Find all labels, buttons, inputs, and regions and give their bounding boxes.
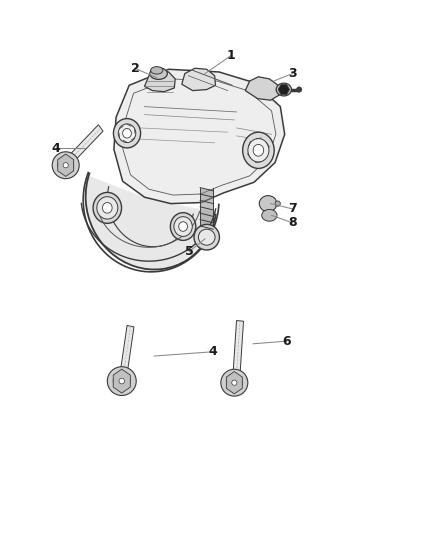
Polygon shape [67,125,103,164]
Text: 4: 4 [52,142,60,155]
Polygon shape [278,84,290,95]
Polygon shape [201,189,213,233]
Ellipse shape [119,378,124,384]
Ellipse shape [243,132,274,168]
Polygon shape [226,372,242,394]
Ellipse shape [221,369,248,396]
Text: 2: 2 [131,62,139,75]
Ellipse shape [52,152,79,179]
Text: 1: 1 [227,49,236,62]
Text: 5: 5 [185,245,194,258]
Ellipse shape [107,367,136,395]
Polygon shape [58,154,74,176]
Ellipse shape [151,67,163,74]
Ellipse shape [123,128,131,138]
Ellipse shape [259,196,277,212]
Text: 8: 8 [288,216,297,229]
Polygon shape [85,176,216,269]
Ellipse shape [58,157,74,173]
Ellipse shape [248,139,269,162]
Polygon shape [182,68,215,91]
Ellipse shape [226,375,242,391]
Ellipse shape [113,118,141,148]
Ellipse shape [194,224,219,250]
Ellipse shape [253,144,264,156]
Ellipse shape [276,83,292,96]
Ellipse shape [63,163,68,168]
Polygon shape [114,69,285,204]
Text: 7: 7 [288,203,297,215]
Ellipse shape [93,192,122,223]
Ellipse shape [179,222,187,231]
Ellipse shape [297,87,302,92]
Ellipse shape [97,197,118,219]
Ellipse shape [232,380,237,385]
Polygon shape [245,77,279,100]
Ellipse shape [170,213,196,240]
Ellipse shape [198,229,215,245]
Ellipse shape [275,201,280,206]
Polygon shape [120,326,134,375]
Text: 4: 4 [208,345,217,358]
Ellipse shape [118,124,136,142]
Text: 3: 3 [288,67,297,80]
Polygon shape [113,369,130,393]
Ellipse shape [150,68,167,79]
Text: 6: 6 [283,335,291,348]
Ellipse shape [261,209,277,221]
Ellipse shape [113,373,131,390]
Ellipse shape [102,203,112,213]
Ellipse shape [174,217,192,237]
Polygon shape [145,70,175,92]
Polygon shape [233,320,244,375]
